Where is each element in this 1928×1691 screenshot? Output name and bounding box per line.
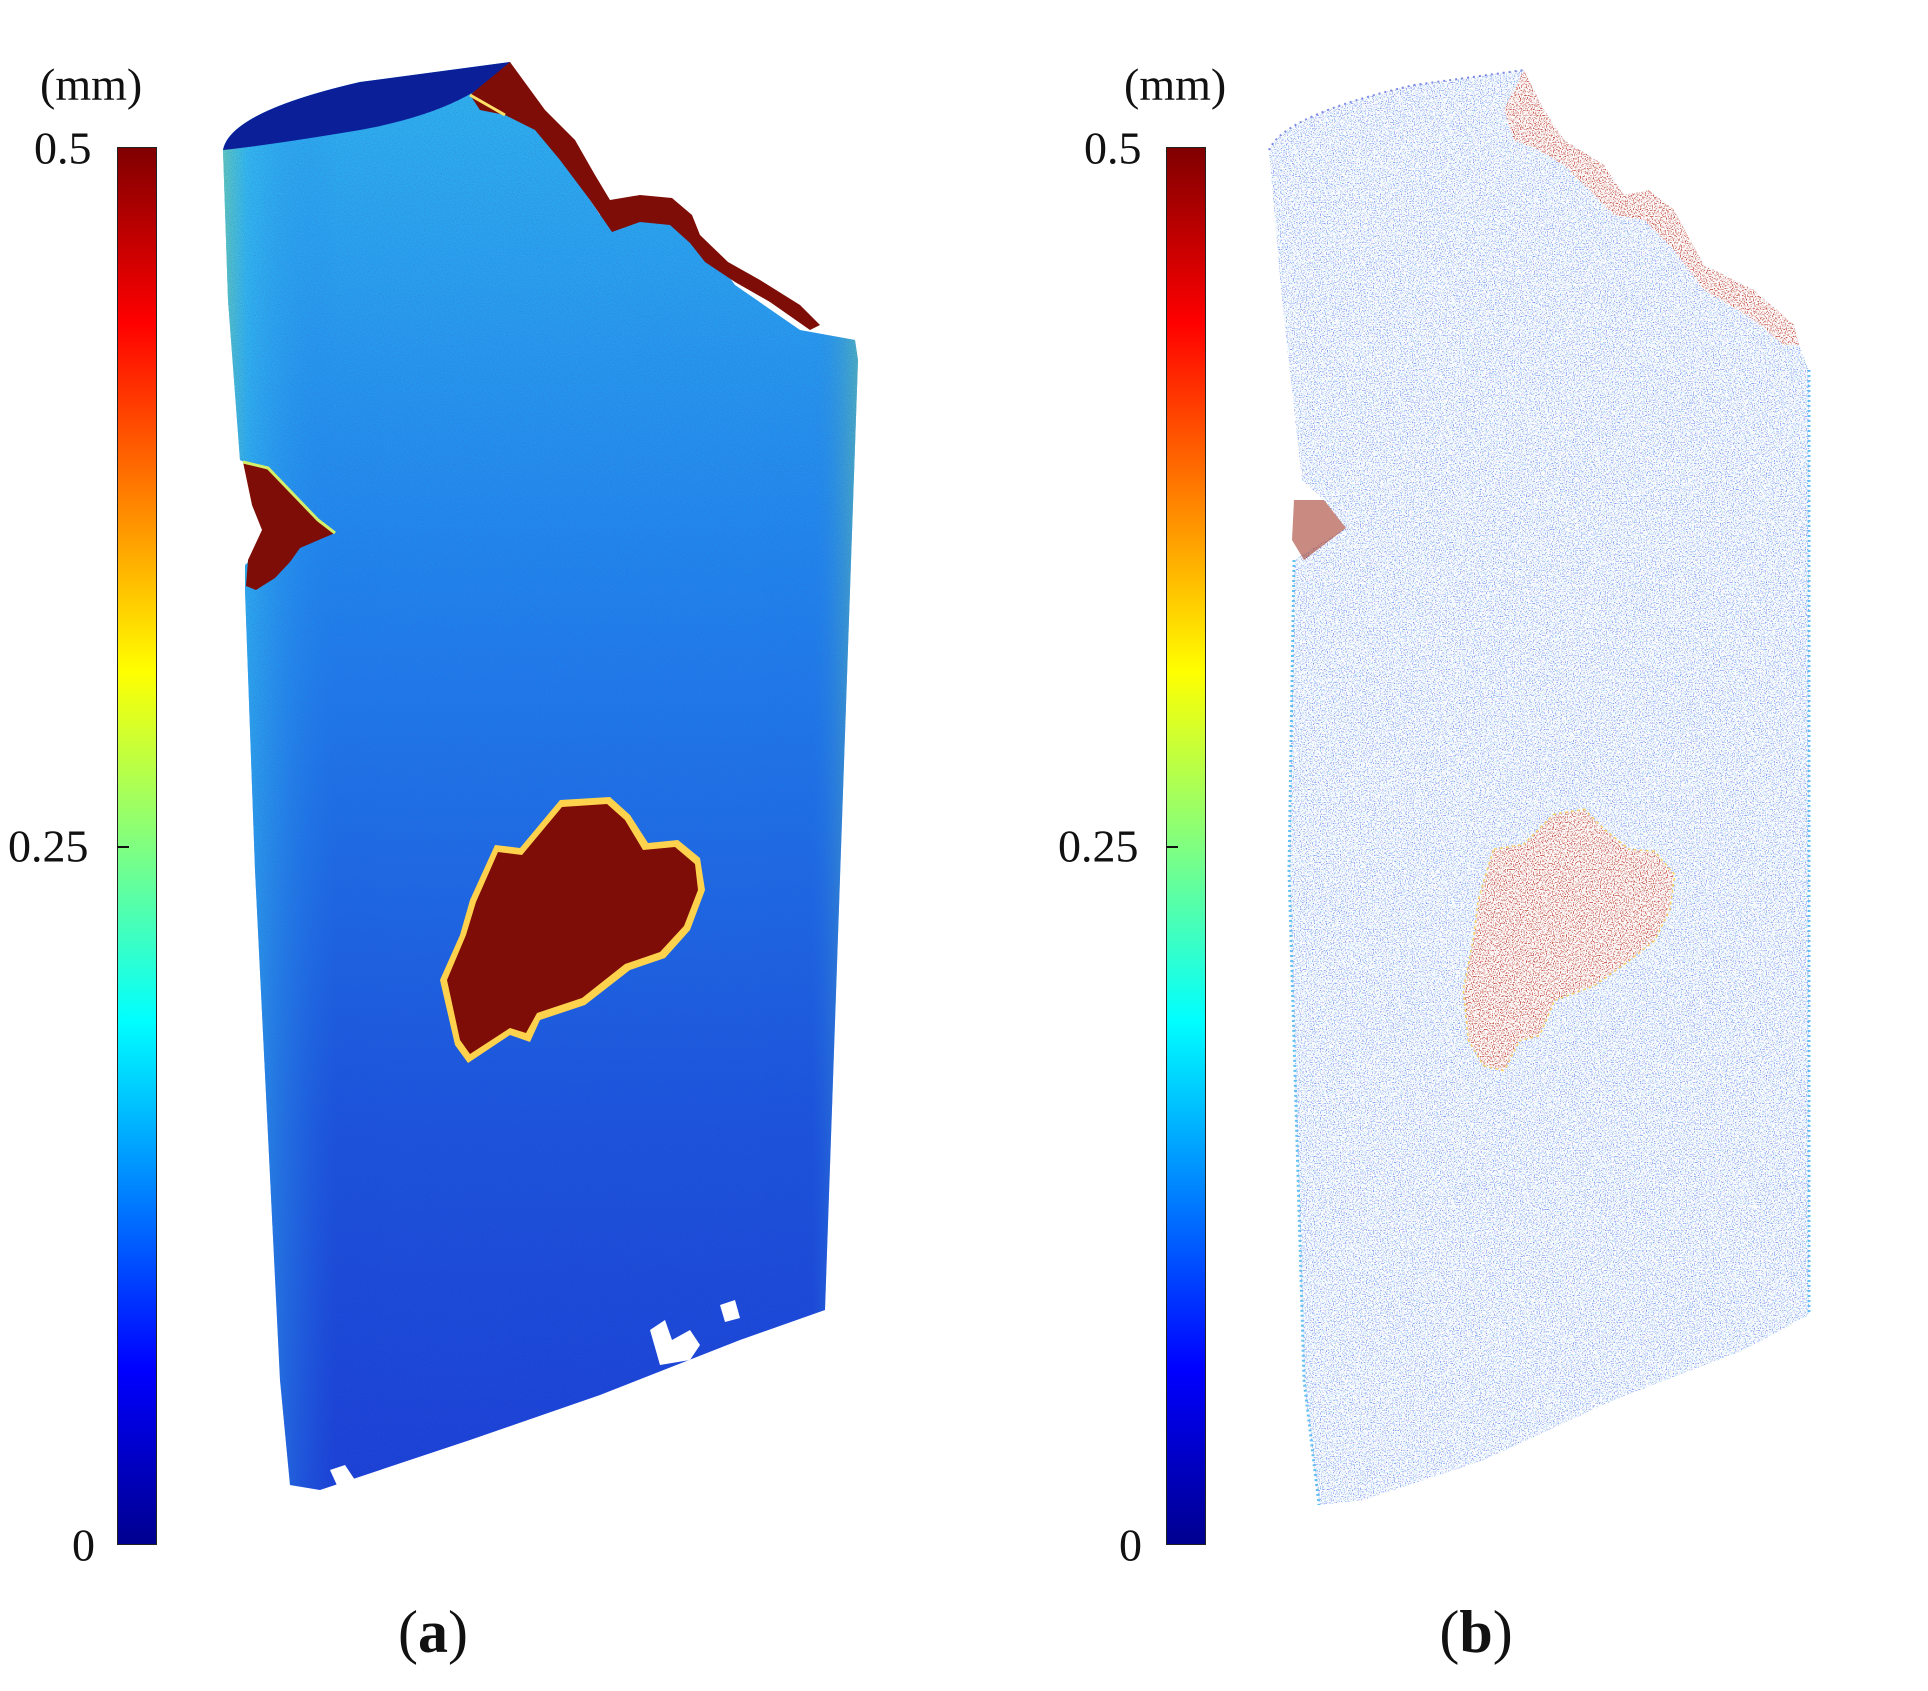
crown-wear-a [469,62,820,330]
bottom-edge-a [330,1300,740,1492]
point-cloud-surface-a [223,62,858,1492]
panel-caption-a: (a) [398,1599,468,1665]
point-cloud-surface-b [1268,69,1811,1506]
colorbar-unit-label: (mm) [1124,59,1227,110]
notch-wear-a [242,460,336,590]
blade-body-b [1268,69,1811,1506]
colorbar-tick-mid: 0.25 [8,820,89,872]
colorbar-tick-min: 0 [1119,1519,1142,1571]
panel-caption-b: (b) [1439,1599,1513,1665]
colorbar-tick-max: 0.5 [1084,122,1142,174]
colorbar-tick-max: 0.5 [34,122,92,174]
panel-a: (mm) 0.5 0.25 0 [8,59,858,1665]
colorbar-tick-mark [117,846,129,848]
notch-wear-b [1292,500,1346,560]
colorbar-tick-min: 0 [72,1519,95,1571]
central-defect-a [440,797,705,1063]
colorbar-tick-mark [1166,846,1178,848]
panel-b: (mm) 0.5 0.25 0 [964,0,1928,1691]
blade-body-a [223,62,858,1490]
colorbar-tick-mid: 0.25 [1058,820,1139,872]
colorbar-unit-label: (mm) [40,59,143,110]
